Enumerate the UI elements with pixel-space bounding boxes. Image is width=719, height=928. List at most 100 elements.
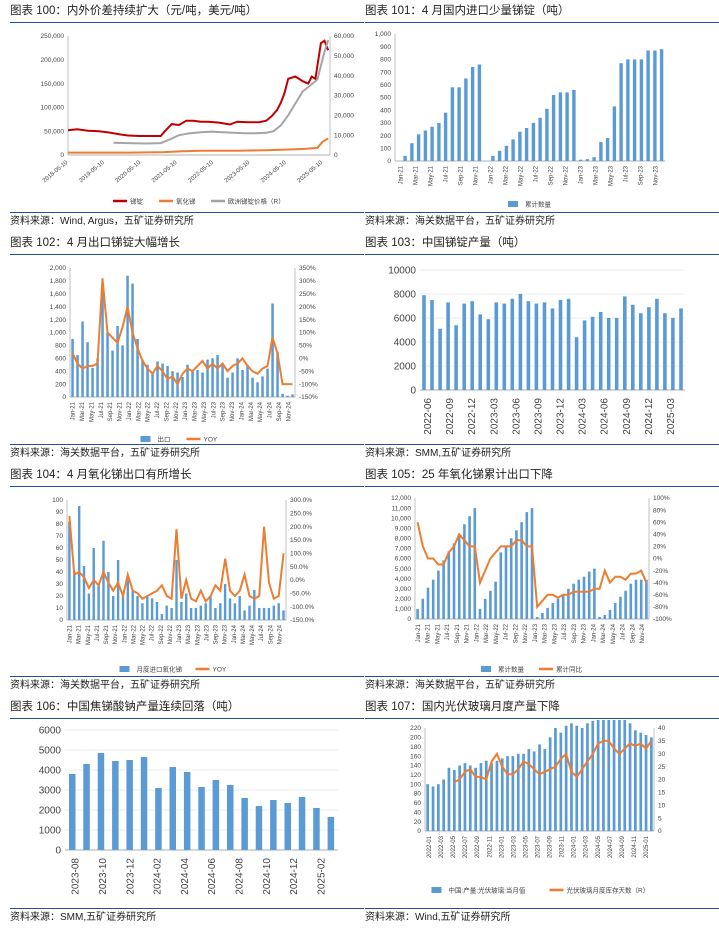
x-tick-label: May-22 (519, 165, 525, 186)
bar (535, 617, 539, 619)
legend-label: 出口 (158, 435, 171, 443)
y-right-tick-label: 100.0% (290, 551, 312, 558)
y-tick-label: 50,000 (44, 128, 64, 135)
y-right-tick-label: 250.0% (290, 511, 312, 518)
bar (541, 613, 544, 619)
y-right-tick-label: 0% (299, 355, 309, 362)
x-tick-label: 2023-05-10 (224, 160, 252, 185)
x-tick-label: 2024-03 (584, 835, 590, 858)
y-tick-label: 1,400 (50, 304, 67, 311)
bar (223, 584, 227, 620)
y-tick-label: 8,000 (395, 536, 412, 543)
bar (221, 365, 224, 397)
bar (463, 524, 466, 619)
chart-svg: 0 100 200 300 400 500 600 700 800 900 1,000 Jan-21 M… (375, 31, 665, 209)
x-tick-label: Nov-21 (118, 401, 124, 421)
bar (166, 366, 169, 397)
bar (577, 579, 581, 619)
chart-source: 资料来源：SMM,五矿证券研究所 (365, 444, 719, 463)
y-tick-label: 8000 (394, 289, 417, 300)
y-tick-label: 90 (56, 509, 64, 516)
bar (548, 737, 552, 831)
bar (624, 590, 627, 619)
bar (161, 363, 164, 397)
bar (97, 753, 105, 850)
bar (155, 788, 162, 850)
x-tick-label: 2024-06 (600, 398, 611, 435)
legend-swatch (481, 666, 491, 672)
x-tick-label: 2024-12 (289, 858, 300, 895)
y-right-tick-label: -20% (653, 568, 668, 575)
bar (558, 300, 563, 390)
bar (653, 50, 657, 161)
x-tick-label: Nov-23 (230, 401, 236, 421)
bar (141, 603, 144, 620)
bar (430, 300, 434, 390)
chart-title: 图表 103：中国锑锭产量（吨） (365, 232, 719, 255)
x-tick-label: 2024-05-10 (260, 160, 288, 185)
x-tick-label: 2022-05 (451, 835, 457, 858)
bar (468, 516, 471, 619)
bar (566, 298, 571, 390)
bar (160, 614, 164, 620)
y-tick-label: 600 (380, 82, 391, 89)
legend-label: 氧化锑 (176, 197, 196, 206)
x-tick-label: Nov-24 (640, 623, 646, 643)
bar (511, 139, 515, 161)
x-tick-label: Sep-21 (104, 624, 110, 644)
bar (478, 608, 482, 619)
chart-title: 图表 100：内外价差持续扩大（元/吨，美元/吨） (10, 0, 364, 23)
x-tick-label: May-23 (609, 165, 615, 186)
y-tick-label: 200 (55, 381, 66, 388)
x-tick-label: Sep-22 (513, 623, 519, 643)
x-tick-label: Sep-23 (221, 401, 227, 421)
bar (442, 779, 445, 831)
bar (470, 67, 475, 161)
bar (591, 721, 595, 831)
y-tick-label: 9,000 (395, 525, 412, 532)
y-tick-label: 400 (380, 107, 391, 114)
series-line (453, 739, 653, 783)
x-tick-label: 2022-07 (463, 835, 469, 858)
x-tick-label: Sep-21 (108, 401, 114, 421)
y-right-tick-label: 0 (334, 152, 338, 159)
y-right-tick-label: 20,000 (334, 113, 354, 120)
y-tick-label: 250,000 (41, 33, 65, 40)
x-tick-label: 2024-03 (578, 398, 589, 435)
bar (437, 570, 440, 619)
x-tick-label: 2023-01 (499, 835, 505, 858)
x-tick-label: Nov-23 (582, 623, 588, 643)
x-tick-label: Sep-23 (572, 623, 578, 643)
x-tick-label: 2023-05 (523, 835, 529, 858)
chart-svg: 0 200 400 600 800 1,000 1,200 1,400 1,600 1,800 2,… (50, 265, 318, 443)
x-tick-label: 2024-04 (180, 858, 191, 895)
bar (141, 359, 144, 397)
y-tick-label: 5000 (39, 745, 62, 756)
bar (410, 143, 414, 161)
bar (191, 371, 194, 397)
bar (570, 723, 573, 831)
y-right-tick-label: 30 (658, 751, 666, 758)
x-tick-label: 2023-06 (511, 398, 522, 435)
bar (525, 512, 529, 619)
bar (504, 545, 508, 619)
bar (608, 609, 612, 619)
bar (655, 298, 659, 390)
x-tick-label: 2022-03 (439, 835, 445, 858)
x-tick-label: Nov-24 (277, 624, 283, 644)
x-tick-label: Mar-21 (414, 165, 420, 185)
y-tick-label: 700 (380, 69, 391, 76)
x-tick-label: Jul-23 (562, 623, 568, 640)
bar (206, 359, 209, 397)
bar (663, 313, 667, 390)
legend-swatch (140, 436, 151, 442)
series-line (113, 39, 330, 145)
legend-label: 光伏玻璃月度库存天数（R） (567, 886, 650, 895)
y-right-tick-label: 250% (299, 291, 316, 298)
bar (68, 521, 71, 620)
x-tick-label: May-24 (258, 401, 264, 422)
y-right-tick-label: -60% (653, 592, 668, 599)
y-tick-label: 3,000 (395, 586, 412, 593)
bar (506, 756, 509, 831)
legend-label: 中国:产量:光伏玻璃:当月值 (449, 886, 526, 895)
